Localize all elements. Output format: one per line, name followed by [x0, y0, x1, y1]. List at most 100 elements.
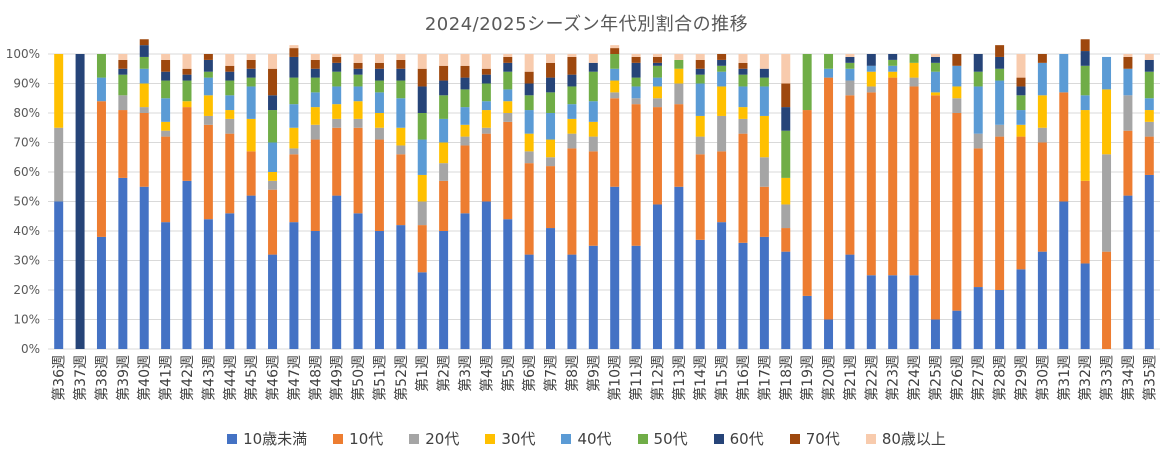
x-tick-label: 第36週	[51, 355, 68, 401]
chart-title: 2024/2025シーズン年代別割合の推移	[424, 14, 749, 35]
bar-segment	[717, 151, 727, 223]
bar-segment	[396, 127, 406, 146]
bar-segment	[567, 254, 577, 349]
bar-segment	[695, 239, 705, 349]
bar-segment	[332, 54, 342, 57]
bar-segment	[225, 110, 235, 119]
bar-segment	[567, 56, 577, 75]
x-tick-label: 第52週	[393, 355, 410, 401]
y-tick-label: 70%	[13, 136, 40, 150]
bar-segment	[717, 222, 727, 349]
bar-segment	[695, 83, 705, 116]
bar-segment	[268, 189, 278, 255]
bar-segment	[332, 127, 342, 196]
bar-segment	[930, 62, 940, 72]
bar-segment	[1080, 65, 1090, 96]
bar-segment	[310, 231, 320, 349]
bar-segment	[332, 56, 342, 63]
bar-segment	[866, 65, 876, 72]
bar-segment	[161, 98, 171, 122]
x-tick-label: 第32週	[1077, 355, 1094, 401]
x-tick-label: 第42週	[179, 355, 196, 401]
bar-segment	[866, 71, 876, 87]
x-tick-label: 第33週	[1099, 355, 1116, 401]
bar-segment	[289, 127, 299, 149]
legend-item: 30代	[485, 428, 535, 449]
legend-swatch	[227, 433, 238, 444]
bar-segment	[1016, 86, 1026, 96]
bar-segment	[396, 80, 406, 99]
bar-segment	[631, 104, 641, 246]
bar-segment	[374, 80, 384, 93]
bar-segment	[161, 59, 171, 72]
bar-segment	[995, 68, 1005, 81]
bar-segment	[439, 65, 449, 81]
bar-segment	[546, 228, 556, 349]
bar-segment	[289, 104, 299, 128]
bar-segment	[203, 219, 213, 349]
bar-segment	[759, 115, 769, 158]
bar-segment	[781, 54, 791, 84]
bar-segment	[374, 127, 384, 140]
bar-segment	[1037, 127, 1047, 143]
bar-segment	[332, 86, 342, 105]
bar-segment	[995, 290, 1005, 349]
bar-segment	[203, 77, 213, 96]
bar-segment	[524, 133, 534, 152]
bar-segment	[717, 86, 727, 116]
bar-segment	[631, 56, 641, 63]
bar-segment	[973, 71, 983, 87]
bar-segment	[1123, 68, 1133, 96]
x-tick-label: 第37週	[72, 355, 89, 401]
bar-segment	[546, 113, 556, 140]
bar-segment	[995, 45, 1005, 57]
bar-segment	[674, 83, 684, 105]
bar-segment	[952, 54, 962, 66]
x-tick-label: 第49週	[329, 355, 346, 401]
bar-segment	[866, 92, 876, 276]
bar-segment	[246, 195, 256, 349]
bar-segment	[246, 86, 256, 119]
bar-segment	[353, 74, 363, 87]
bar-segment	[1080, 51, 1090, 66]
bar-segment	[460, 124, 470, 137]
bar-segment	[610, 45, 620, 49]
bar-segment	[952, 98, 962, 113]
bar-segment	[503, 89, 513, 102]
bar-segment	[866, 86, 876, 93]
bar-segment	[738, 86, 748, 108]
bar-segment	[546, 77, 556, 93]
bar-segment	[1016, 77, 1026, 87]
x-tick-label: 第11週	[628, 355, 645, 401]
bar-segment	[1016, 110, 1026, 125]
bar-segment	[374, 62, 384, 69]
bar-segment	[995, 124, 1005, 137]
bar-segment	[118, 110, 128, 178]
x-tick-label: 第3週	[457, 355, 474, 392]
bar-segment	[738, 74, 748, 87]
bar-segment	[588, 151, 598, 246]
bar-segment	[374, 113, 384, 128]
bar-segment	[588, 136, 598, 152]
bar-segment	[781, 177, 791, 205]
bar-segment	[631, 62, 641, 78]
bar-segment	[289, 148, 299, 155]
y-tick-label: 30%	[13, 254, 40, 268]
bar-segment	[225, 118, 235, 134]
bar-segment	[1016, 124, 1026, 137]
bar-segment	[182, 180, 192, 349]
legend-swatch	[789, 433, 800, 444]
x-tick-label: 第26週	[949, 355, 966, 401]
bar-segment	[717, 59, 727, 66]
bar-segment	[995, 80, 1005, 125]
bar-segment	[118, 95, 128, 111]
bar-segment	[888, 275, 898, 349]
bar-segment	[738, 107, 748, 119]
bar-segment	[1016, 136, 1026, 270]
bar-segment	[1080, 39, 1090, 52]
legend-swatch	[333, 433, 344, 444]
bar-segment	[481, 68, 491, 75]
bar-segment	[588, 101, 598, 122]
bar-segment	[973, 133, 983, 149]
bar-segment	[310, 77, 320, 93]
